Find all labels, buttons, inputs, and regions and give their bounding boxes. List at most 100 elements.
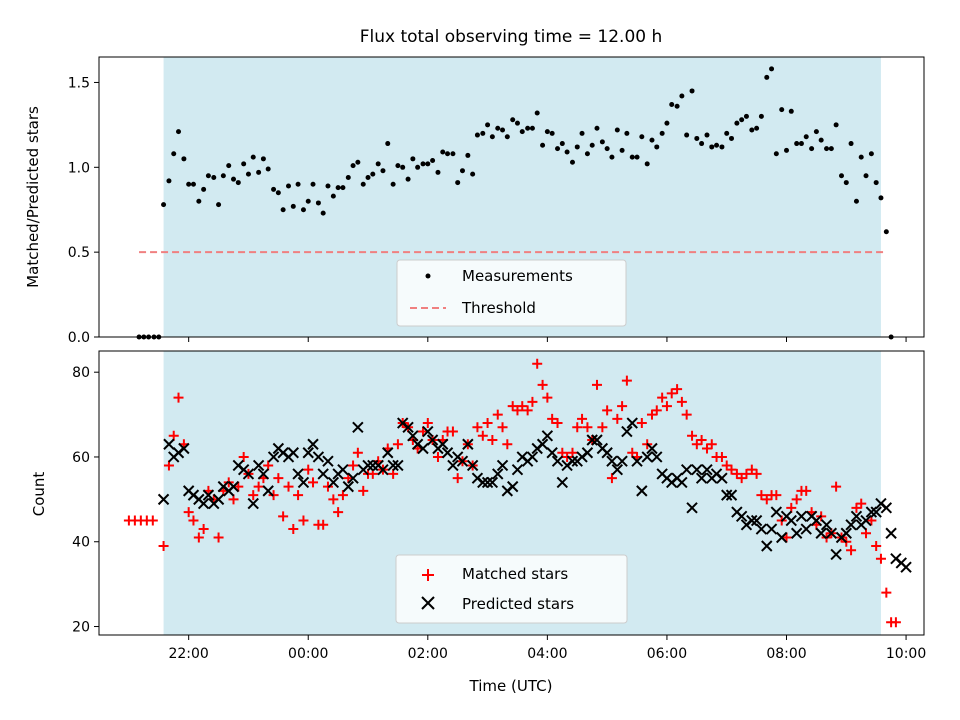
measurement-point bbox=[824, 146, 830, 152]
matched-star-point bbox=[661, 401, 672, 412]
predicted-star-point bbox=[178, 442, 190, 455]
predicted-star-point bbox=[252, 459, 265, 472]
predicted-star-point bbox=[387, 459, 399, 472]
predicted-star-point bbox=[492, 468, 504, 480]
predicted-star-point bbox=[765, 523, 778, 535]
y-tick-label: 1.5 bbox=[68, 75, 90, 91]
predicted-star-point bbox=[506, 480, 519, 493]
predicted-star-point bbox=[636, 485, 648, 497]
predicted-star-point bbox=[785, 514, 797, 527]
predicted-star-point bbox=[392, 459, 404, 472]
measurement-point bbox=[749, 127, 755, 133]
predicted-star-point bbox=[825, 527, 838, 539]
measurement-point bbox=[196, 198, 202, 204]
measurement-point bbox=[773, 151, 779, 157]
matched-star-point bbox=[328, 494, 339, 505]
predicted-star-point bbox=[317, 468, 329, 480]
matched-star-point bbox=[726, 464, 737, 475]
measurement-point bbox=[489, 134, 495, 140]
measurement-point bbox=[614, 127, 620, 133]
measurement-point bbox=[689, 88, 695, 94]
predicted-star-point bbox=[477, 476, 489, 489]
measurement-point bbox=[629, 154, 635, 160]
predicted-star-point bbox=[626, 417, 638, 429]
predicted-star-point bbox=[845, 519, 857, 531]
top-panel: 0.0 0.5 1.0 1.5 Flux total observing time =… bbox=[24, 27, 925, 346]
measurement-point bbox=[256, 169, 262, 175]
top-ylabel: Matched/Predicted stars bbox=[24, 106, 42, 288]
measurement-point bbox=[719, 144, 725, 150]
measurement-point bbox=[729, 135, 734, 141]
measurement-point bbox=[310, 181, 316, 187]
measurement-point bbox=[275, 190, 281, 196]
predicted-star-point bbox=[546, 447, 558, 459]
measurement-point bbox=[325, 183, 331, 189]
measurement-point bbox=[201, 186, 207, 192]
matched-star-point bbox=[716, 451, 727, 462]
measurement-point bbox=[320, 210, 326, 216]
matched-star-point bbox=[651, 405, 662, 416]
measurement-point bbox=[250, 154, 256, 160]
matched-star-point bbox=[343, 473, 354, 484]
measurement-point bbox=[220, 173, 226, 179]
predicted-star-point bbox=[551, 455, 564, 467]
measurement-point bbox=[764, 74, 770, 80]
predicted-star-point bbox=[382, 447, 394, 459]
measurement-point bbox=[743, 113, 749, 119]
measurement-point bbox=[226, 163, 232, 169]
predicted-star-point bbox=[641, 451, 653, 463]
predicted-star-point bbox=[750, 514, 763, 527]
y-tick-label: 20 bbox=[72, 620, 90, 636]
measurement-point bbox=[186, 181, 192, 187]
predicted-star-point bbox=[865, 506, 878, 518]
predicted-star-point bbox=[242, 468, 255, 480]
predicted-star-point bbox=[790, 527, 803, 539]
matched-star-point bbox=[547, 413, 558, 424]
matched-star-point bbox=[293, 490, 304, 501]
matched-star-point bbox=[318, 519, 329, 530]
measurement-point bbox=[739, 117, 745, 123]
predicted-star-point bbox=[840, 527, 852, 539]
predicted-star-point bbox=[566, 455, 579, 467]
matched-star-point bbox=[193, 532, 204, 543]
measurement-point bbox=[699, 141, 705, 147]
measurement-point bbox=[724, 130, 730, 136]
measurement-point bbox=[415, 164, 421, 170]
predicted-star-point bbox=[247, 497, 259, 510]
measurement-point bbox=[579, 130, 585, 136]
matched-star-point bbox=[612, 413, 623, 424]
predicted-star-point bbox=[322, 455, 334, 467]
measurement-point bbox=[430, 158, 436, 164]
measurement-point bbox=[465, 152, 471, 158]
measurement-point bbox=[315, 200, 321, 206]
measurement-point bbox=[445, 151, 451, 157]
predicted-star-point bbox=[422, 425, 434, 438]
matched-star-point bbox=[238, 451, 249, 462]
measurement-point bbox=[235, 180, 241, 186]
measurement-point bbox=[190, 181, 196, 187]
predicted-star-point bbox=[307, 438, 319, 450]
measurement-point bbox=[669, 102, 675, 108]
measurement-point bbox=[365, 174, 371, 180]
measurement-point bbox=[619, 147, 625, 153]
matched-star-point bbox=[198, 524, 209, 535]
predicted-star-point bbox=[850, 510, 863, 523]
predicted-star-point bbox=[526, 451, 539, 463]
matched-star-point bbox=[283, 481, 294, 492]
matched-star-point bbox=[303, 464, 314, 475]
matched-star-point bbox=[676, 396, 687, 407]
predicted-star-point bbox=[462, 438, 474, 450]
predicted-star-point bbox=[900, 561, 912, 573]
predicted-star-point bbox=[800, 523, 812, 535]
predicted-star-point bbox=[292, 468, 304, 480]
bottom-panel: 20 40 60 80 22:00 00:00 02:00 04:00 06:00 08:00 1… bbox=[30, 350, 926, 695]
matched-star-point bbox=[472, 422, 483, 433]
measurement-point bbox=[534, 110, 540, 116]
measurement-point bbox=[559, 141, 565, 147]
predicted-star-point bbox=[770, 506, 783, 518]
predicted-star-point bbox=[441, 447, 454, 459]
matched-star-point bbox=[497, 422, 508, 433]
y-tick-label: 60 bbox=[72, 450, 90, 466]
predicted-star-point bbox=[327, 476, 340, 489]
y-tick-label: 0.5 bbox=[68, 245, 90, 261]
